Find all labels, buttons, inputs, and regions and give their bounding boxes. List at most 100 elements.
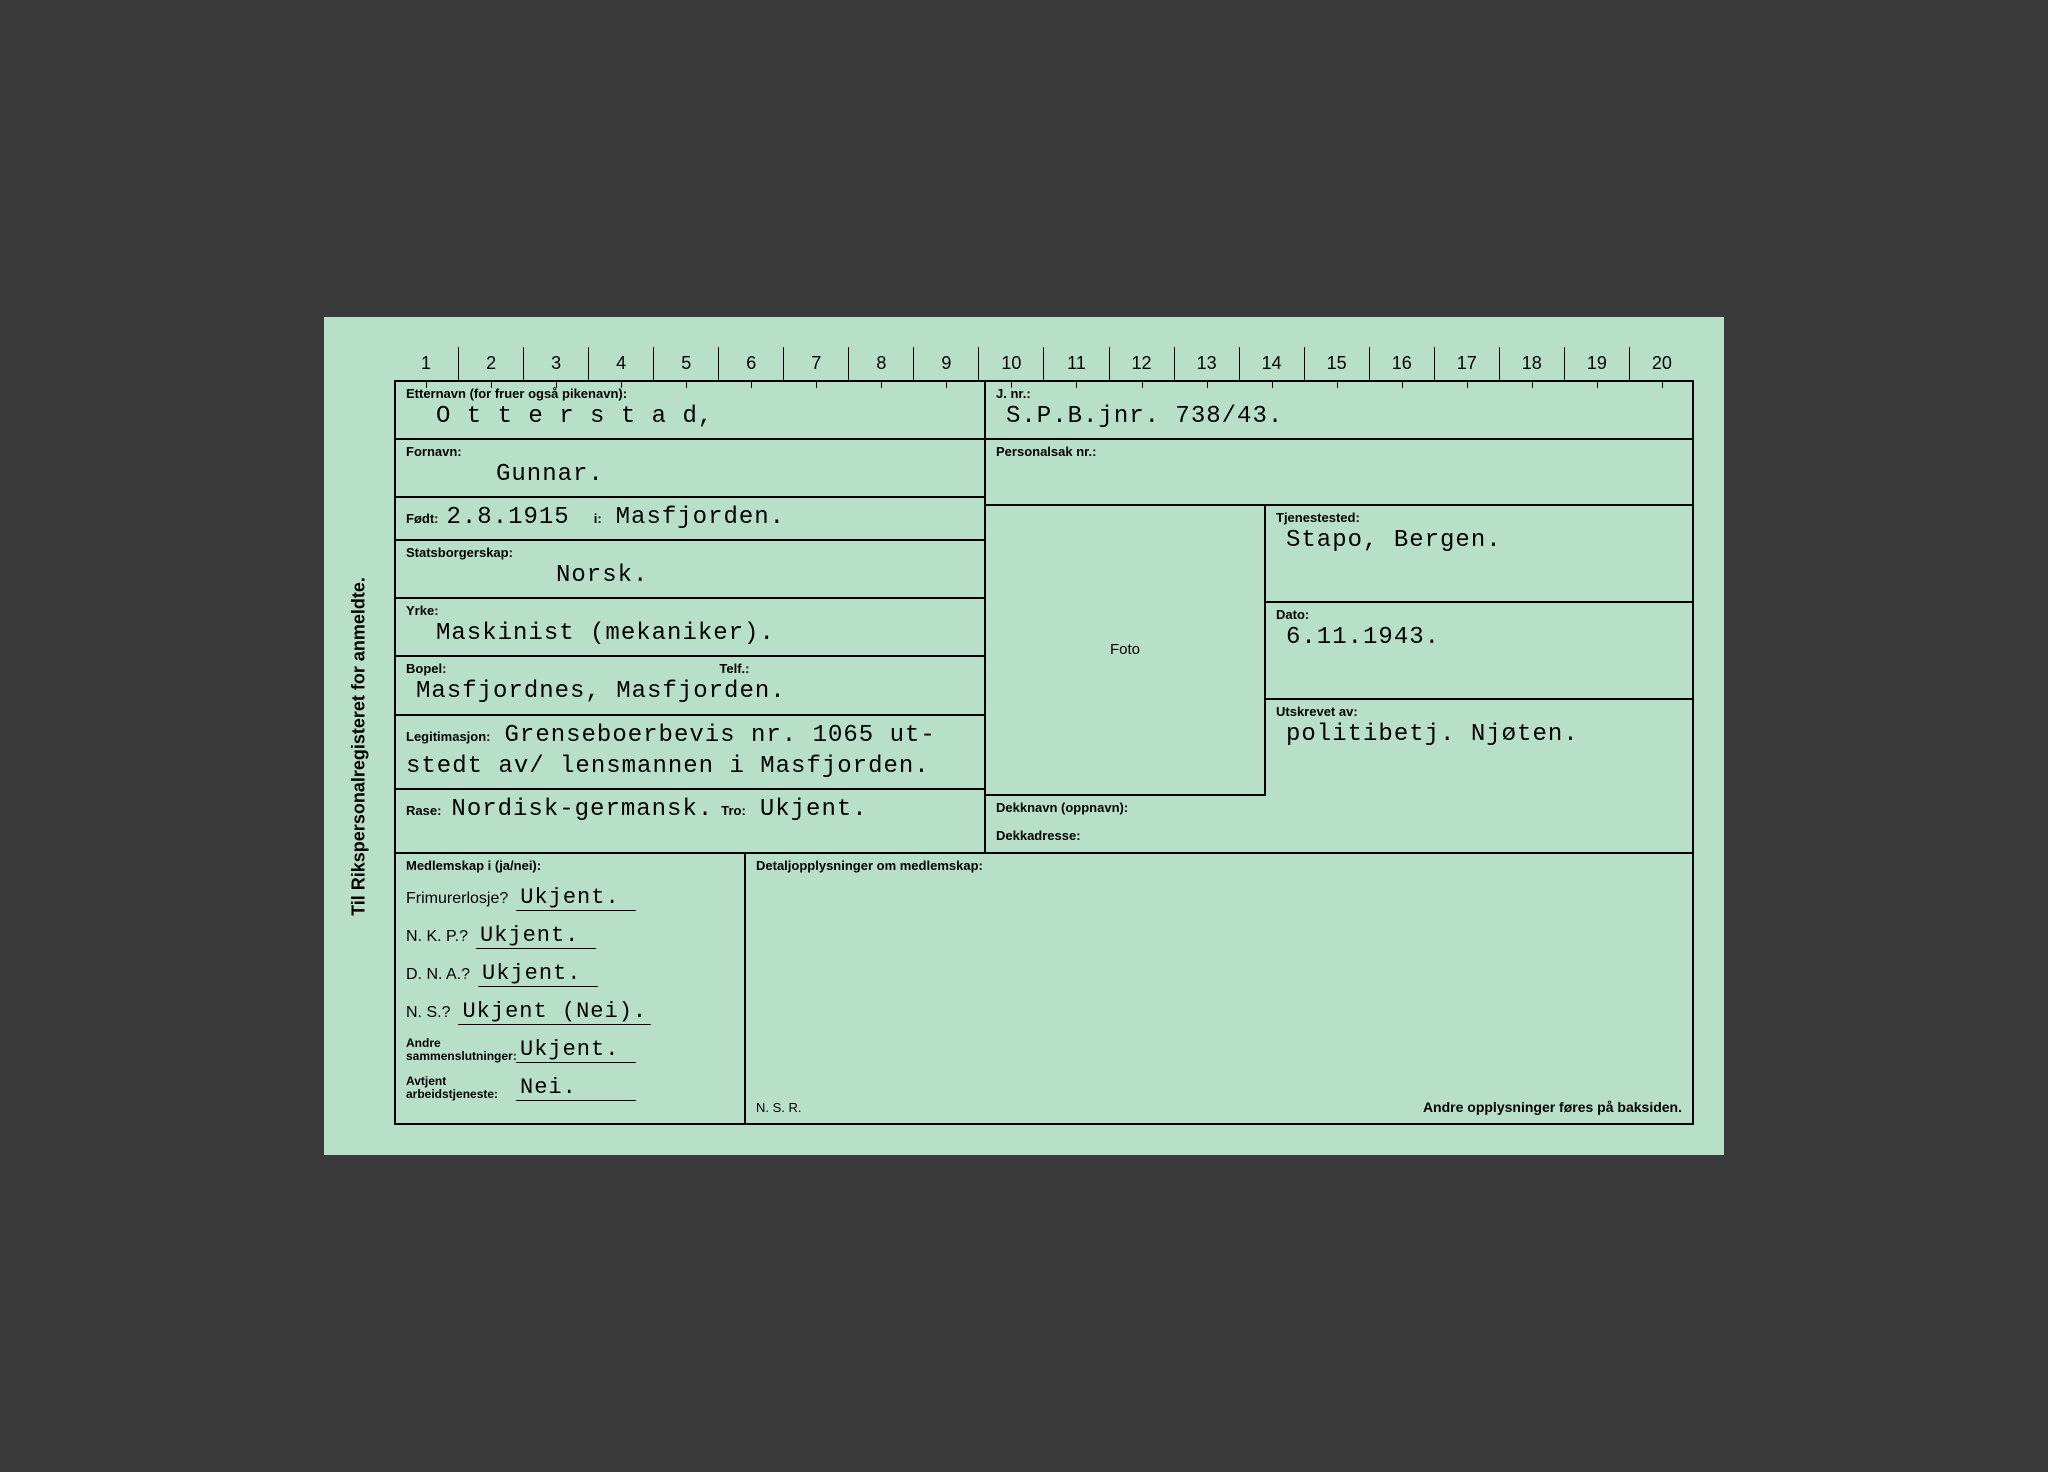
utskrevet-label: Utskrevet av:: [1276, 704, 1682, 719]
statsborgerskap-value: Norsk.: [406, 560, 974, 591]
tjenestested-value: Stapo, Bergen.: [1276, 525, 1682, 556]
field-fodt: Født: 2.8.1915 i: Masfjorden.: [396, 498, 984, 541]
rase-label: Rase:: [406, 803, 441, 818]
telf-label: Telf.:: [719, 661, 749, 676]
field-tjenestested: Tjenestested: Stapo, Bergen.: [1266, 506, 1692, 603]
dekknavn-label: Dekknavn (oppnavn):: [996, 800, 1682, 815]
field-dekkadresse: Dekkadresse:: [986, 824, 1692, 852]
ruler-cell: 3: [523, 347, 588, 380]
mem-label: N. S.?: [406, 1004, 450, 1022]
dekk-section: Dekknavn (oppnavn): Dekkadresse:: [986, 796, 1692, 852]
tro-label: Tro:: [721, 803, 746, 818]
right-sidebar: Tjenestested: Stapo, Bergen. Dato: 6.11.…: [1266, 506, 1692, 796]
ruler-cell: 16: [1369, 347, 1434, 380]
back-note: Andre opplysninger føres på baksiden.: [1423, 1099, 1682, 1115]
ruler-cell: 15: [1304, 347, 1369, 380]
mem-row-andre: Andre sammenslutninger: Ukjent.: [406, 1037, 734, 1063]
ruler-cell: 10: [978, 347, 1043, 380]
mem-row-ns: N. S.? Ukjent (Nei).: [406, 999, 734, 1025]
fodt-i-label: i:: [594, 511, 602, 526]
membership-left: Medlemskap i (ja/nei): Frimurerlosje? Uk…: [396, 854, 746, 1124]
bottom-section: Medlemskap i (ja/nei): Frimurerlosje? Uk…: [394, 854, 1694, 1126]
ruler-cell: 18: [1499, 347, 1564, 380]
ruler-cell: 5: [653, 347, 718, 380]
field-statsborgerskap: Statsborgerskap: Norsk.: [396, 541, 984, 599]
ruler-cell: 11: [1043, 347, 1108, 380]
nsr-label: N. S. R.: [756, 1100, 802, 1115]
ruler-cell: 14: [1239, 347, 1304, 380]
jnr-label: J. nr.:: [996, 386, 1682, 401]
statsborgerskap-label: Statsborgerskap:: [406, 545, 974, 560]
mem-row-nkp: N. K. P.? Ukjent.: [406, 923, 734, 949]
main-grid: Etternavn (for fruer også pikenavn): O t…: [394, 382, 1694, 854]
dato-value: 6.11.1943.: [1276, 622, 1682, 653]
right-column: J. nr.: S.P.B.jnr. 738/43. Personalsak n…: [986, 382, 1692, 852]
rase-value: Nordisk-germansk.: [445, 796, 713, 823]
bopel-value: Masfjordnes, Masfjorden.: [406, 676, 974, 707]
tro-value: Ukjent.: [750, 796, 868, 823]
ruler-cell: 1: [394, 347, 458, 380]
ruler-cell: 4: [588, 347, 653, 380]
mem-value: Ukjent.: [476, 923, 596, 949]
registration-card: Til Rikspersonalregisteret for anmeldte.…: [324, 317, 1724, 1156]
andre-label: Andre sammenslutninger:: [406, 1037, 516, 1063]
ruler-cell: 8: [848, 347, 913, 380]
ruler-cell: 7: [783, 347, 848, 380]
mem-label: D. N. A.?: [406, 966, 470, 984]
fornavn-value: Gunnar.: [406, 459, 974, 490]
etternavn-label: Etternavn (for fruer også pikenavn):: [406, 386, 974, 401]
field-personalsak: Personalsak nr.:: [986, 440, 1692, 506]
fornavn-label: Fornavn:: [406, 444, 974, 459]
tjenestested-label: Tjenestested:: [1276, 510, 1682, 525]
bopel-label: Bopel:: [406, 661, 974, 676]
dato-label: Dato:: [1276, 607, 1682, 622]
field-yrke: Yrke: Maskinist (mekaniker).: [396, 599, 984, 657]
membership-header-right: Detaljopplysninger om medlemskap:: [756, 858, 1682, 873]
personalsak-label: Personalsak nr.:: [996, 444, 1682, 459]
avtjent-value: Nei.: [516, 1075, 636, 1101]
dekkadresse-label: Dekkadresse:: [996, 828, 1682, 843]
fodt-value: 2.8.1915: [442, 504, 569, 531]
membership-header-left: Medlemskap i (ja/nei):: [406, 858, 734, 873]
ruler-cell: 2: [458, 347, 523, 380]
mem-row-dna: D. N. A.? Ukjent.: [406, 961, 734, 987]
andre-value: Ukjent.: [516, 1037, 636, 1063]
mem-value: Ukjent.: [478, 961, 598, 987]
ruler-cell: 9: [913, 347, 978, 380]
field-dato: Dato: 6.11.1943.: [1266, 603, 1692, 700]
mem-value: Ukjent.: [516, 885, 636, 911]
ruler-cell: 19: [1564, 347, 1629, 380]
field-dekknavn: Dekknavn (oppnavn):: [986, 796, 1692, 824]
left-column: Etternavn (for fruer også pikenavn): O t…: [396, 382, 986, 852]
field-bopel: Bopel: Telf.: Masfjordnes, Masfjorden.: [396, 657, 984, 715]
fodt-label: Født:: [406, 511, 438, 526]
field-legitimasjon: Legitimasjon: Grenseboerbevis nr. 1065 u…: [396, 716, 984, 790]
mem-row-avtjent: Avtjent arbeidstjeneste: Nei.: [406, 1075, 734, 1101]
mem-label: N. K. P.?: [406, 928, 468, 946]
etternavn-value: O t t e r s t a d,: [406, 401, 974, 432]
legitimasjon-label: Legitimasjon:: [406, 729, 491, 744]
ruler-cell: 12: [1109, 347, 1174, 380]
ruler-cell: 17: [1434, 347, 1499, 380]
fodt-i-value: Masfjorden.: [606, 504, 785, 531]
vertical-title: Til Rikspersonalregisteret for anmeldte.: [349, 577, 370, 916]
ruler-cell: 6: [718, 347, 783, 380]
field-etternavn: Etternavn (for fruer også pikenavn): O t…: [396, 382, 984, 440]
field-rase-tro: Rase: Nordisk-germansk. Tro: Ukjent.: [396, 790, 984, 831]
foto-label: Foto: [1110, 641, 1140, 658]
yrke-label: Yrke:: [406, 603, 974, 618]
yrke-value: Maskinist (mekaniker).: [406, 618, 974, 649]
mem-value: Ukjent (Nei).: [458, 999, 651, 1025]
field-fornavn: Fornavn: Gunnar.: [396, 440, 984, 498]
field-jnr: J. nr.: S.P.B.jnr. 738/43.: [986, 382, 1692, 440]
field-utskrevet: Utskrevet av: politibetj. Njøten.: [1266, 700, 1692, 795]
mem-row-frimurer: Frimurerlosje? Ukjent.: [406, 885, 734, 911]
ruler: 1 2 3 4 5 6 7 8 9 10 11 12 13 14 15 16 1…: [394, 347, 1694, 382]
utskrevet-value: politibetj. Njøten.: [1276, 719, 1682, 750]
jnr-value: S.P.B.jnr. 738/43.: [996, 401, 1682, 432]
mem-label: Frimurerlosje?: [406, 890, 508, 908]
membership-right: Detaljopplysninger om medlemskap: N. S. …: [746, 854, 1692, 1124]
ruler-cell: 20: [1629, 347, 1694, 380]
right-middle: Foto Tjenestested: Stapo, Bergen. Dato: …: [986, 506, 1692, 796]
avtjent-label: Avtjent arbeidstjeneste:: [406, 1075, 516, 1101]
